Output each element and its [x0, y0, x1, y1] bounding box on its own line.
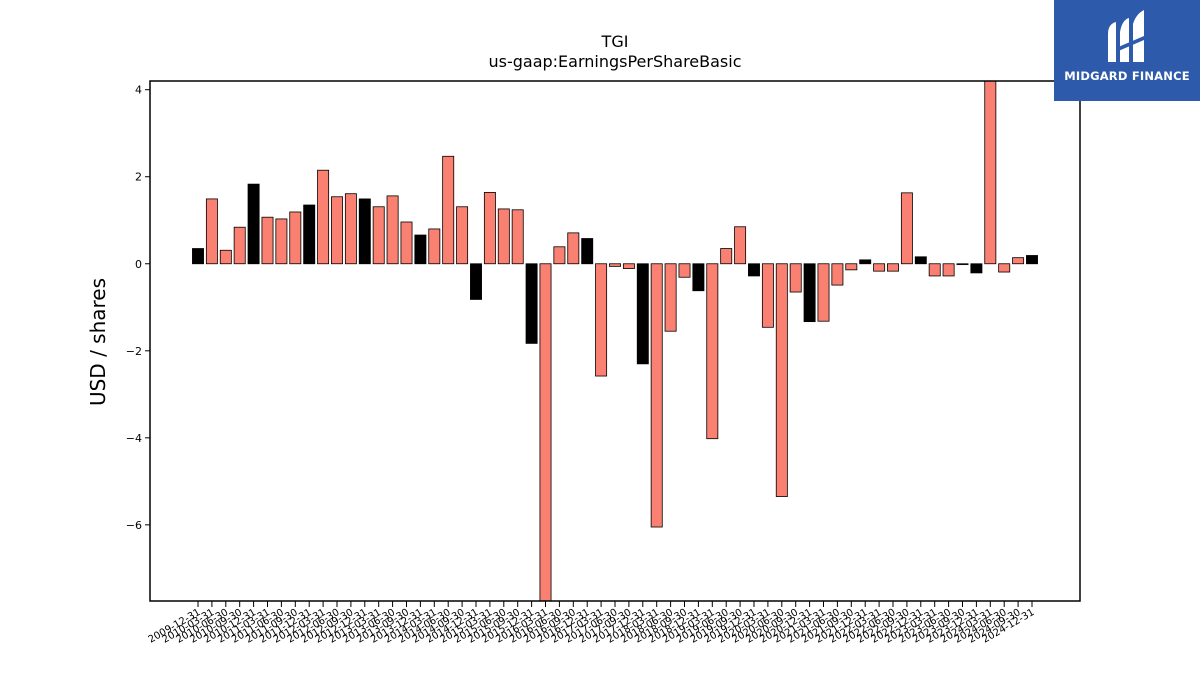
bar-2022-12-31 [914, 256, 927, 265]
bar-2016-09-30 [567, 232, 580, 265]
bar-2010-06-30 [219, 249, 232, 265]
bar-2023-12-31 [970, 263, 983, 274]
chart-title: TGI [601, 32, 629, 51]
bar-2011-09-30 [289, 211, 302, 265]
bar-2018-06-30 [664, 263, 677, 332]
bar-2016-06-30 [553, 246, 566, 265]
y-axis: −6 −4 −2 0 2 4 [126, 84, 150, 532]
bar-2011-03-31 [261, 216, 274, 265]
bar-2020-09-30 [789, 263, 802, 293]
bar-2013-12-31 [414, 234, 427, 265]
bar-2012-09-30 [344, 193, 357, 265]
brand-name: MIDGARD FINANCE [1064, 69, 1190, 83]
bar-2010-03-31 [205, 198, 218, 265]
bar-2024-03-31 [984, 80, 997, 265]
bar-2019-12-31 [748, 263, 760, 277]
bar-2018-12-31 [692, 263, 705, 292]
bar-2021-03-31 [817, 263, 830, 322]
bar-2023-06-30 [942, 263, 955, 277]
bar-2013-09-30 [400, 221, 413, 265]
bar-2017-03-31 [595, 263, 608, 377]
midgard-m-logo-icon [1108, 10, 1144, 62]
bar-2017-09-30 [622, 263, 635, 269]
bar-2014-09-30 [456, 206, 469, 265]
bar-2012-06-30 [331, 196, 343, 265]
bar-2019-03-31 [706, 263, 719, 440]
bar-2015-12-31 [525, 263, 538, 344]
bar-2022-06-30 [887, 263, 899, 272]
bar-2014-03-31 [428, 228, 441, 265]
bar-2014-12-31 [470, 263, 482, 300]
bar-2022-03-31 [873, 263, 886, 272]
bar-2023-09-30 [956, 263, 969, 266]
bar-2012-03-31 [317, 169, 330, 265]
y-tick-label: 4 [135, 84, 142, 97]
brand-logo: MIDGARD FINANCE [1054, 0, 1200, 101]
bar-2023-03-31 [928, 263, 941, 277]
bar-2015-09-30 [511, 209, 524, 265]
bar-2017-12-31 [636, 263, 649, 365]
bar-2020-06-30 [775, 263, 788, 497]
bar-2019-09-30 [734, 226, 747, 265]
bar-2021-06-30 [831, 263, 844, 286]
x-axis: 2009-12-312010-03-312010-06-302010-09-30… [147, 601, 1037, 646]
plot-frame [149, 80, 1081, 602]
bar-2015-06-30 [497, 208, 510, 265]
bars-group [192, 80, 1038, 602]
bar-2012-12-31 [358, 198, 371, 265]
bar-2020-03-31 [761, 263, 774, 328]
bar-2015-03-31 [483, 191, 496, 265]
y-tick-label: −4 [126, 432, 142, 445]
y-tick-label: −6 [126, 519, 142, 532]
bar-2021-12-31 [859, 259, 872, 265]
bar-2018-09-30 [678, 263, 691, 278]
bar-2016-03-31 [539, 263, 552, 602]
bar-2009-12-31 [192, 248, 204, 265]
bar-2021-09-30 [845, 263, 858, 271]
bar-2016-12-31 [581, 238, 594, 265]
y-tick-label: 2 [135, 171, 142, 184]
bar-2011-06-30 [275, 218, 288, 265]
bar-2013-03-31 [372, 206, 385, 265]
y-axis-label: USD / shares [86, 277, 110, 407]
bar-2018-03-31 [650, 263, 663, 528]
bar-2024-09-30 [1012, 257, 1025, 265]
y-tick-label: 0 [135, 258, 142, 271]
bar-2020-12-31 [803, 263, 816, 323]
y-tick-label: −2 [126, 345, 142, 358]
chart-subtitle: us-gaap:EarningsPerShareBasic [488, 52, 742, 71]
bar-2013-06-30 [386, 195, 399, 265]
bar-2014-06-30 [442, 155, 455, 265]
bar-2010-12-31 [247, 183, 260, 265]
bar-2024-06-30 [998, 263, 1011, 273]
bar-2010-09-30 [233, 226, 246, 265]
bar-2024-12-31 [1026, 255, 1038, 265]
bar-2011-12-31 [303, 204, 316, 265]
bar-2022-09-30 [900, 192, 913, 265]
bar-2017-06-30 [609, 263, 621, 267]
bar-2019-06-30 [720, 248, 733, 265]
